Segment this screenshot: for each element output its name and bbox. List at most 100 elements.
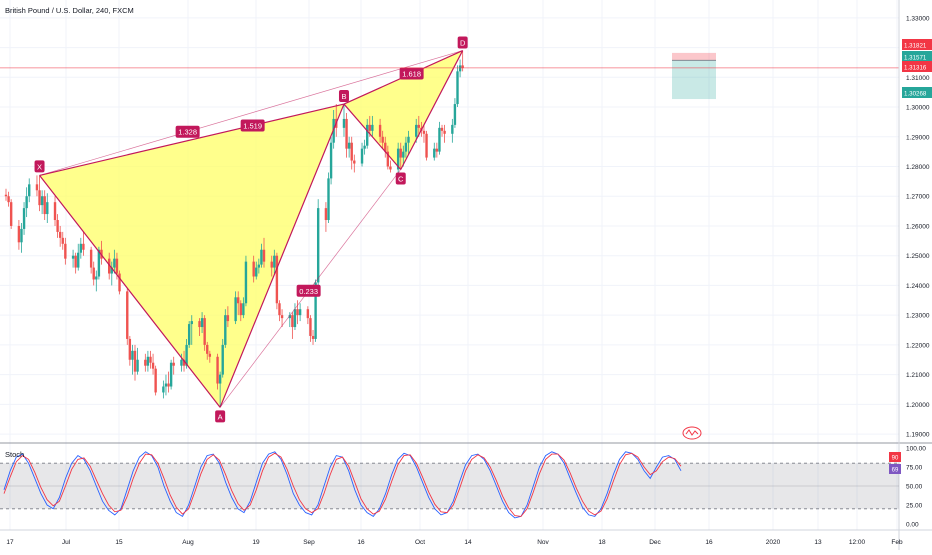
candle	[198, 318, 201, 336]
pivot-labels: X A B C D	[34, 36, 468, 423]
time-tick-label: 17	[6, 539, 14, 546]
price-label-box: 1.31571	[902, 51, 932, 62]
leg-xb	[39, 103, 345, 177]
time-tick-label: Aug	[182, 539, 194, 546]
pivot-label: X	[34, 160, 45, 173]
candle	[22, 202, 26, 235]
stoch-badge-text: 69	[892, 468, 899, 474]
candle	[144, 353, 147, 372]
candle	[154, 365, 157, 396]
candle-body	[368, 124, 371, 131]
candle-body	[360, 148, 364, 164]
candle-body	[53, 202, 57, 221]
pivot-label-box	[457, 36, 468, 49]
candle	[110, 261, 113, 286]
time-axis[interactable]: 17 Jul 15 Aug 19 Sep 16 Oct 14 Nov 18 Dec 16 2020 13 12…	[6, 539, 903, 546]
candle-body	[353, 160, 356, 164]
candle-body	[440, 127, 444, 131]
stoch-axis[interactable]: 100.00 75.00 50.00 25.00 0.00	[906, 446, 926, 529]
candle	[224, 309, 227, 348]
pivot-label-box	[215, 410, 226, 423]
candle-body	[306, 309, 310, 319]
time-tick-label: Feb	[891, 539, 903, 546]
candle-body	[216, 356, 219, 384]
candle	[402, 145, 405, 167]
candle-body	[451, 124, 454, 134]
candle	[252, 255, 255, 283]
stoch-tick-label: 75.00	[906, 465, 923, 472]
pivot-label-text: D	[460, 39, 466, 48]
candle-body	[164, 383, 168, 387]
price-label-text: 1.31821	[904, 43, 927, 50]
candle-body	[172, 362, 175, 366]
candle	[453, 98, 457, 128]
candle-body	[316, 208, 320, 283]
candle-body	[110, 267, 113, 274]
candle	[77, 243, 80, 271]
candle	[234, 291, 237, 325]
candle-body	[118, 273, 121, 292]
leg-ab	[219, 103, 345, 408]
price-tick-label: 1.24000	[906, 283, 930, 290]
candle-body	[56, 220, 59, 232]
candle	[108, 252, 111, 280]
triangle-xab	[39, 104, 344, 408]
candle-body	[190, 321, 193, 325]
price-label-boxes: 1.31821 1.31571 1.31316 1.30268	[902, 39, 932, 98]
candle	[221, 338, 224, 378]
time-tick-label: 16	[357, 539, 365, 546]
time-tick-label: 16	[705, 539, 713, 546]
time-tick-label: Nov	[537, 539, 549, 546]
price-axis[interactable]: 1.330001.320001.310001.300001.290001.280…	[906, 15, 930, 438]
candle-body	[208, 353, 212, 357]
candle	[172, 356, 175, 375]
candle-body	[329, 142, 333, 179]
candle-body	[404, 142, 408, 152]
time-tick-label: Dec	[649, 539, 661, 546]
candle-body	[239, 303, 242, 316]
candle-body	[371, 124, 374, 131]
candle-body	[79, 243, 83, 253]
candle	[133, 344, 137, 381]
candle-body	[38, 190, 41, 206]
harmonic-pattern-lines[interactable]	[39, 49, 464, 408]
stoch-lines	[3, 451, 682, 519]
candle	[433, 142, 436, 161]
price-tick-label: 1.22000	[906, 342, 930, 349]
price-tick-label: 1.21000	[906, 372, 930, 379]
stoch-badge: 90	[889, 452, 901, 462]
candle-body	[350, 142, 353, 161]
candle-body	[324, 208, 328, 221]
candle	[270, 255, 273, 277]
candle-body	[46, 202, 49, 215]
candle	[43, 190, 46, 221]
ratio-label-box	[296, 284, 321, 297]
candle	[126, 288, 129, 345]
candle	[298, 303, 302, 322]
candle-body	[92, 267, 95, 280]
candle-body	[438, 127, 441, 152]
candle	[113, 249, 116, 274]
stoch-badge-text: 90	[892, 456, 899, 462]
harmonic-pattern-fill[interactable]	[39, 50, 463, 408]
ratio-label-box	[399, 67, 424, 80]
pivot-label-text: B	[341, 92, 346, 101]
candle-body	[71, 255, 75, 259]
candle-body	[417, 124, 420, 128]
candle-body	[347, 142, 351, 149]
price-label-bg	[902, 61, 932, 72]
candle	[353, 154, 356, 173]
candle-body	[252, 261, 255, 277]
candle	[40, 190, 44, 215]
candle-body	[327, 178, 330, 221]
candle	[53, 196, 57, 226]
price-label-bg	[902, 39, 932, 50]
time-tick-label: 2020	[766, 539, 781, 546]
price-tick-label: 1.25000	[906, 253, 930, 260]
candle	[396, 142, 400, 173]
pivot-label-box	[395, 172, 406, 185]
candle-body	[113, 258, 116, 268]
short-position-tool[interactable]	[672, 52, 716, 100]
